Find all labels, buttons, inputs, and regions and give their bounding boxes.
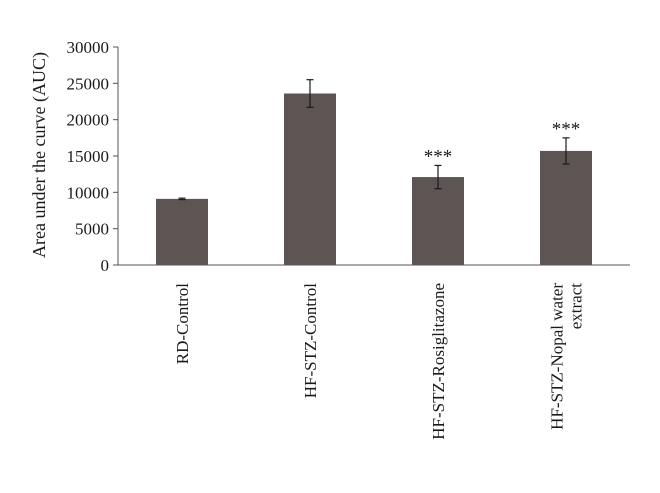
bars bbox=[156, 93, 592, 265]
x-tick-label-line: extract bbox=[567, 283, 586, 330]
significance-marker: *** bbox=[424, 146, 453, 167]
bar bbox=[412, 177, 464, 265]
y-tick-label: 30000 bbox=[67, 38, 110, 57]
x-tick-label: HF-STZ-Rosiglitazone bbox=[429, 283, 448, 440]
y-tick-label: 15000 bbox=[67, 147, 110, 166]
y-tick-label: 10000 bbox=[67, 183, 110, 202]
significance-marker: *** bbox=[552, 119, 581, 140]
x-tick-label: HF-STZ-Nopal water extract bbox=[548, 283, 586, 430]
x-tick-label-line: HF-STZ-Rosiglitazone bbox=[429, 283, 448, 440]
y-tick-label: 0 bbox=[101, 256, 110, 275]
x-tick-label: HF-STZ-Control bbox=[301, 283, 320, 399]
bar bbox=[540, 150, 592, 265]
bar bbox=[284, 93, 336, 265]
bar bbox=[156, 198, 208, 265]
error-bars bbox=[178, 79, 570, 201]
significance-markers: *** *** bbox=[424, 119, 581, 168]
y-tick-label: 25000 bbox=[67, 74, 110, 93]
y-axis: 0 5000 10000 15000 20000 25000 30000 bbox=[67, 38, 119, 275]
x-tick-label: RD-Control bbox=[173, 283, 192, 365]
y-tick-label: 5000 bbox=[75, 220, 109, 239]
x-tick-label-line: HF-STZ-Control bbox=[301, 283, 320, 399]
y-axis-label: Area under the curve (AUC) bbox=[29, 52, 50, 258]
y-tick-label: 20000 bbox=[67, 111, 110, 130]
x-tick-labels: RD-Control HF-STZ-Control HF-STZ-Rosiglita… bbox=[173, 283, 586, 440]
x-tick-label-line: HF-STZ-Nopal water bbox=[548, 283, 567, 430]
x-tick-label-line: RD-Control bbox=[173, 283, 192, 365]
